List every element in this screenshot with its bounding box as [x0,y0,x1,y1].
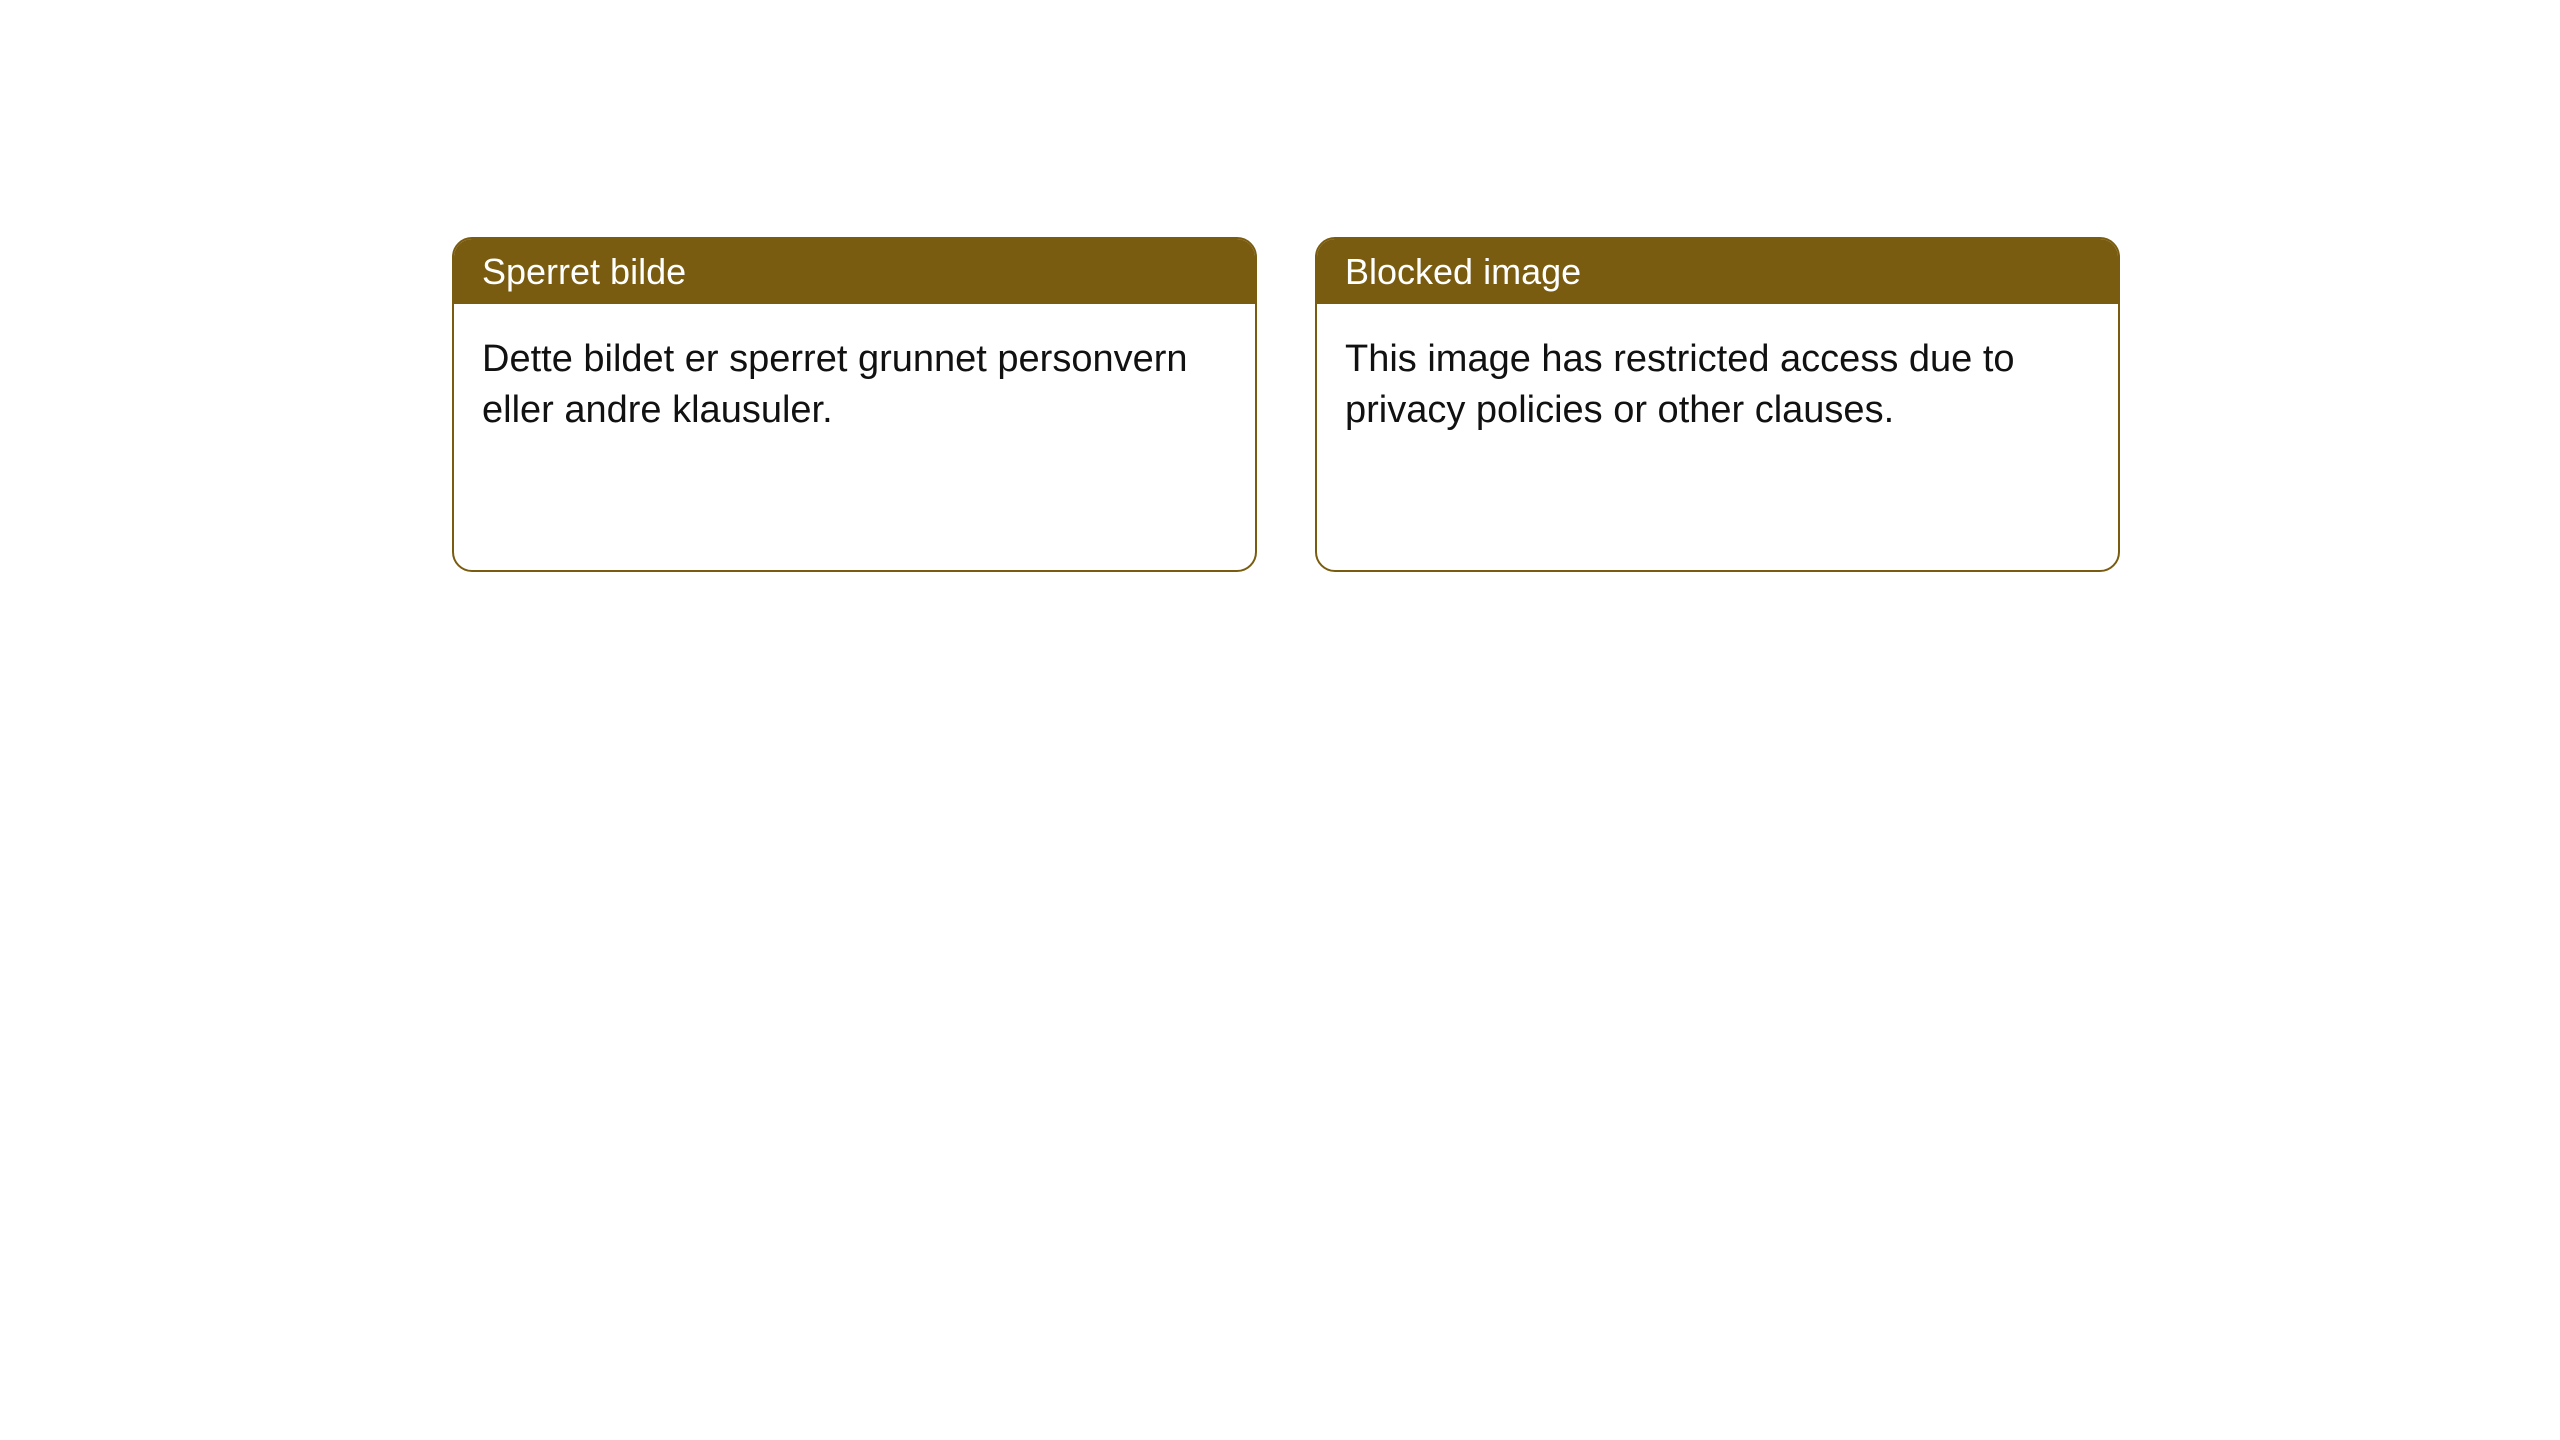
notice-body-no: Dette bildet er sperret grunnet personve… [454,304,1255,467]
notice-message-en: This image has restricted access due to … [1345,338,2015,431]
notice-card-no: Sperret bilde Dette bildet er sperret gr… [452,237,1257,572]
notice-header-no: Sperret bilde [454,239,1255,304]
notice-container: Sperret bilde Dette bildet er sperret gr… [452,237,2120,572]
notice-title-en: Blocked image [1345,251,1581,292]
notice-title-no: Sperret bilde [482,251,686,292]
notice-card-en: Blocked image This image has restricted … [1315,237,2120,572]
notice-message-no: Dette bildet er sperret grunnet personve… [482,338,1188,431]
notice-body-en: This image has restricted access due to … [1317,304,2118,467]
notice-header-en: Blocked image [1317,239,2118,304]
